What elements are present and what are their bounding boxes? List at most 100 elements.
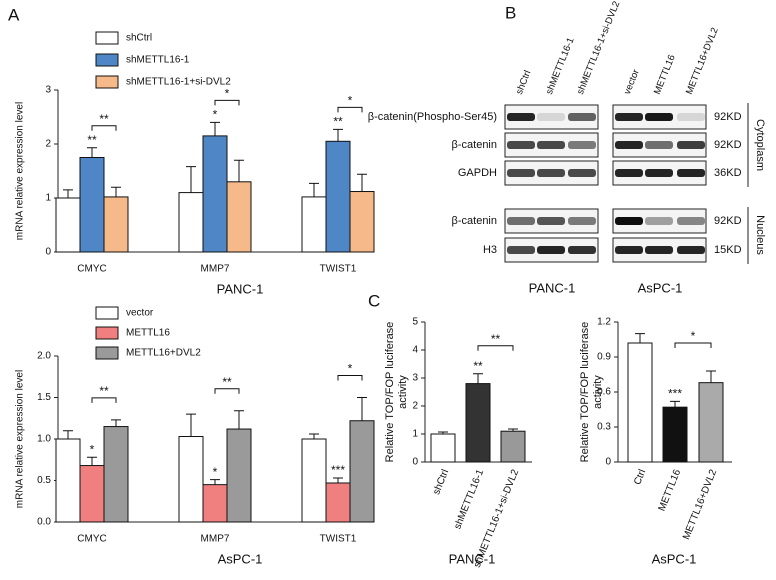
x-tick-label: TWIST1: [320, 264, 357, 275]
lane-label: shMETTL16-1+si-DVL2: [575, 0, 622, 96]
y-axis-label: activity: [397, 375, 409, 409]
y-tick-label: 4: [412, 345, 418, 356]
lane-label: vector: [622, 68, 642, 96]
row-label: H3: [483, 244, 497, 256]
significance: ***: [331, 463, 345, 477]
blot-band: [615, 169, 643, 177]
panel-label: B: [505, 3, 516, 22]
error-bar: [635, 333, 645, 343]
x-axis-label: PANC-1: [217, 281, 264, 296]
significance: *: [213, 108, 218, 122]
lane-label: shMETTL16-1: [544, 36, 577, 96]
y-tick-label: 1: [45, 193, 51, 204]
blot-band: [568, 217, 596, 225]
error-bar: [706, 370, 716, 383]
y-tick-label: 1.0: [37, 434, 51, 445]
y-tick-label: 2.0: [37, 351, 51, 362]
blot-band: [645, 141, 673, 149]
panel-label: A: [8, 5, 20, 24]
legend-label: shMETTL16-1: [126, 55, 190, 66]
bar: [465, 383, 491, 463]
cell-label: PANC-1: [529, 280, 576, 295]
comparison-bracket: [91, 125, 117, 131]
comparison-bracket: [337, 106, 363, 113]
blot-band: [677, 141, 705, 149]
significance: **: [333, 115, 343, 129]
legend-swatch: [95, 346, 119, 360]
x-axis-label: PANC-1: [449, 551, 496, 566]
bar: [202, 135, 228, 253]
size-label: 92KD: [714, 139, 742, 151]
x-axis-label: AsPC-1: [652, 551, 697, 566]
comparison-bracket: [214, 388, 240, 394]
bar: [79, 157, 105, 253]
lane-label: shCtrl: [514, 69, 533, 96]
blot-band: [507, 217, 535, 225]
bar: [301, 196, 327, 253]
bar: [349, 191, 375, 253]
row-label: β-catenin: [452, 215, 497, 227]
y-tick-label: 0.6: [597, 387, 611, 398]
error-bar: [333, 128, 343, 142]
legend-label: shCtrl: [126, 33, 152, 44]
blot-band: [615, 246, 643, 254]
bar: [662, 406, 688, 463]
bar: [349, 420, 375, 523]
blot-band: [677, 113, 705, 121]
legend-label: vector: [126, 308, 154, 319]
y-axis-label: activity: [592, 375, 604, 409]
x-tick-label: Ctrl: [632, 468, 648, 487]
blot-band: [507, 169, 535, 177]
bar: [178, 436, 204, 523]
blot-band: [568, 141, 596, 149]
bar: [55, 197, 81, 253]
row-label: β-catenin(Phospho-Ser45): [368, 111, 497, 123]
bar: [325, 482, 351, 523]
y-tick-label: 0.5: [37, 475, 51, 486]
x-tick-label: MMP7: [201, 264, 230, 275]
blot-band: [568, 113, 596, 121]
x-tick-label: shCtrl: [431, 468, 451, 496]
comparison-bracket: [214, 99, 240, 106]
blot-band: [568, 246, 596, 254]
y-axis-label: Relative TOP/FOP luciferase: [384, 322, 396, 463]
blot-band: [537, 169, 565, 177]
comparison-bracket: [91, 397, 117, 403]
comparison-label: *: [691, 329, 696, 343]
error-bar: [473, 373, 483, 384]
y-tick-label: 0: [605, 457, 611, 468]
error-bar: [63, 430, 73, 439]
x-tick-label: TWIST1: [320, 534, 357, 545]
blot-band: [677, 169, 705, 177]
blot-band: [537, 217, 565, 225]
legend-swatch: [95, 75, 119, 89]
y-axis-label: mRNA relative expression level: [15, 370, 26, 508]
significance: ***: [668, 387, 682, 401]
legend-label: shMETTL16-1+si-DVL2: [126, 77, 231, 88]
significance: *: [90, 442, 95, 456]
error-bar: [186, 166, 196, 193]
bar: [103, 426, 129, 523]
bar: [430, 433, 456, 463]
y-tick-label: 1: [412, 429, 418, 440]
blot-band: [645, 169, 673, 177]
y-tick-label: 5: [412, 317, 418, 328]
y-axis-label: Relative TOP/FOP luciferase: [579, 322, 591, 463]
blot-band: [537, 141, 565, 149]
error-bar: [63, 189, 73, 198]
blot-band: [615, 217, 643, 225]
size-label: 92KD: [714, 215, 742, 227]
blot-band: [507, 246, 535, 254]
y-tick-label: 0: [412, 457, 418, 468]
legend-swatch: [95, 53, 119, 67]
legend-label: METTL16: [126, 328, 170, 339]
bar: [178, 192, 204, 253]
x-tick-label: CMYC: [77, 534, 106, 545]
bar: [103, 196, 129, 253]
error-bar: [111, 419, 121, 427]
blot-band: [615, 141, 643, 149]
legend-swatch: [95, 306, 119, 320]
comparison-bracket: [674, 342, 712, 348]
significance: **: [87, 133, 97, 147]
